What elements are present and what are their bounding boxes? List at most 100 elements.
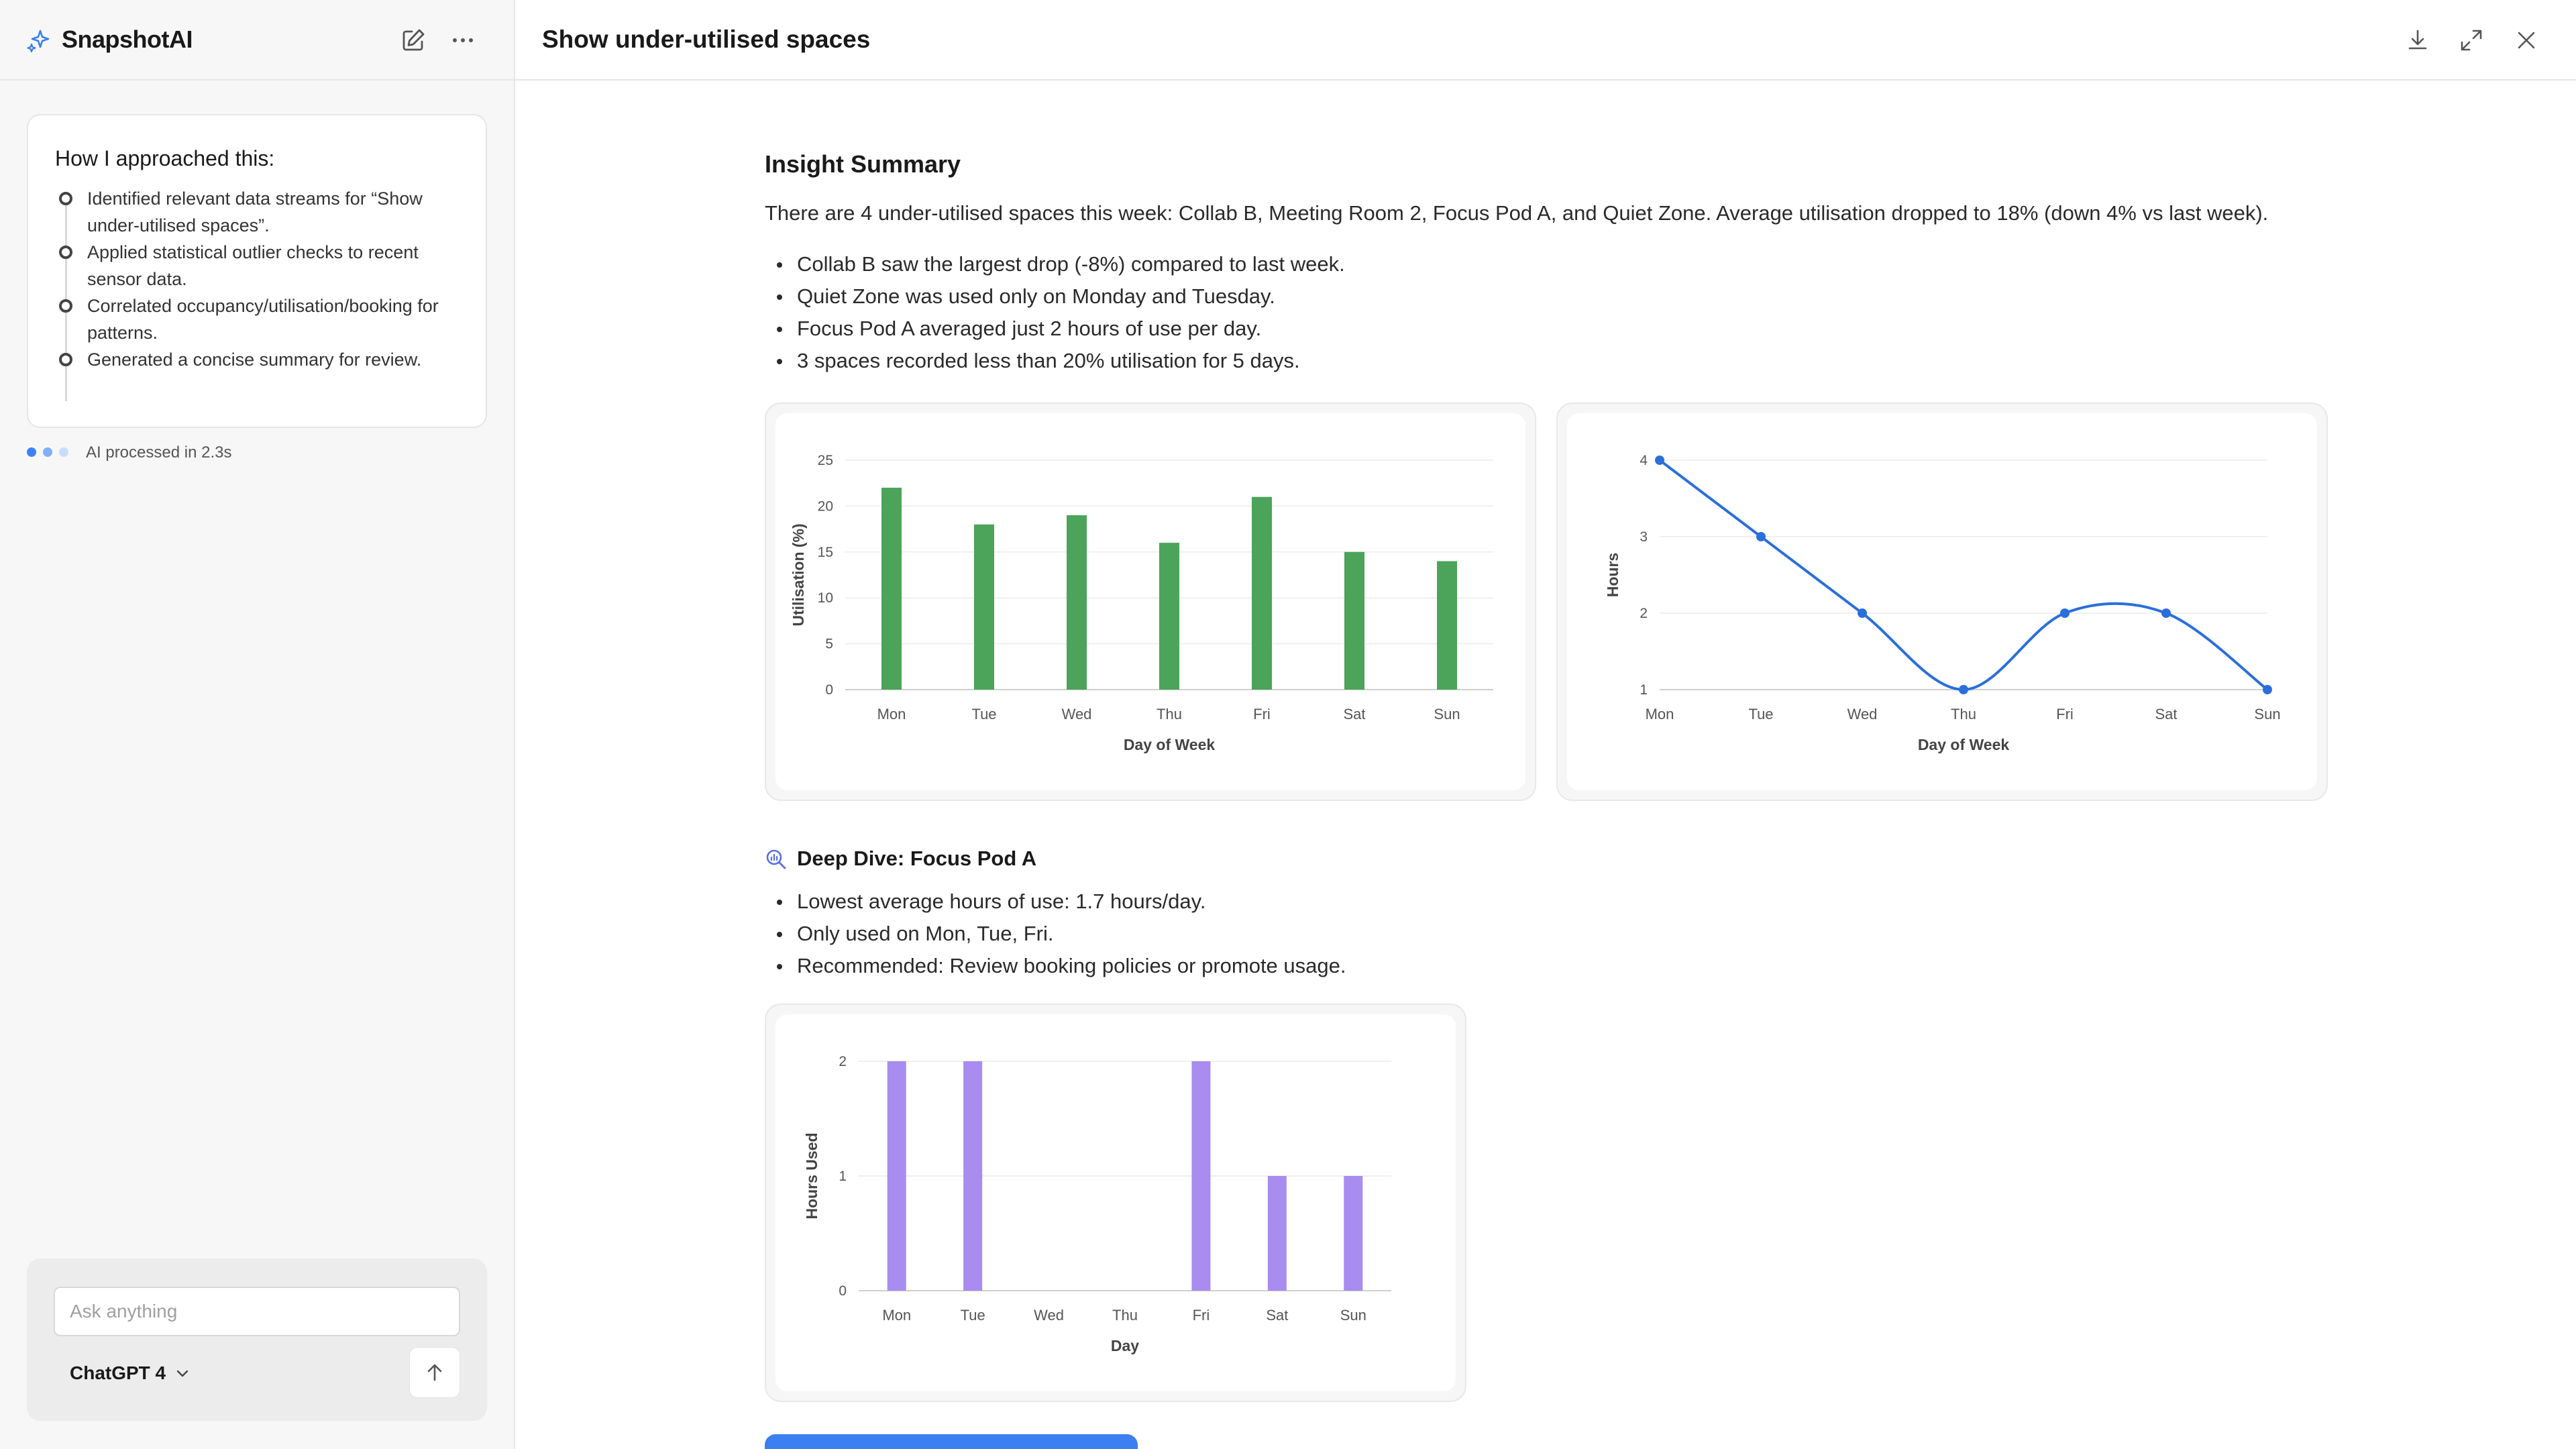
step-text: Applied statistical outlier checks to re… [87, 242, 419, 289]
data-point [2060, 608, 2070, 618]
y-tick-label: 0 [839, 1283, 847, 1299]
step-text: Correlated occupancy/utilisation/booking… [87, 296, 439, 343]
utilisation-bar-chart: 0 5 10 15 20 25 Mon Tue Wed Thu Fri Sat Sun Day of We… [790, 453, 1493, 753]
bar [1252, 496, 1272, 690]
utilisation-chart-card: 0 5 10 15 20 25 Mon Tue Wed Thu Fri Sat Sun Day of We… [765, 402, 1536, 801]
step-text: Generated a concise summary for review. [87, 350, 422, 370]
chart-area: 0 5 10 15 20 25 Mon Tue Wed Thu Fri Sat Sun Day of We… [775, 413, 1525, 790]
list-item: Lowest average hours of use: 1.7 hours/d… [765, 885, 1346, 918]
x-axis-label: Day of Week [1124, 736, 1216, 753]
bar [1191, 1061, 1211, 1291]
sidebar: SnapshotAI How I approached this: Identi… [0, 0, 515, 1449]
ai-status-text: AI processed in 2.3s [86, 443, 232, 462]
bar [1267, 1176, 1287, 1291]
y-tick-label: 2 [839, 1054, 847, 1069]
x-tick-label: Thu [1157, 706, 1182, 722]
y-tick-label: 10 [818, 590, 833, 606]
y-tick-label: 1 [839, 1169, 847, 1184]
x-tick-label: Sat [2155, 706, 2177, 722]
main-panel: Show under-utilised spaces Insight Summa… [515, 0, 2576, 1449]
x-tick-label: Sun [2254, 706, 2280, 722]
list-item: 3 spaces recorded less than 20% utilisat… [765, 345, 1345, 377]
list-item: Only used on Mon, Tue, Fri. [765, 918, 1346, 950]
x-axis-label: Day of Week [1918, 736, 2010, 753]
data-point [1756, 532, 1766, 541]
step-dot-icon [59, 353, 72, 366]
data-point [1655, 455, 1664, 465]
y-axis-label: Hours Used [803, 1132, 820, 1219]
x-tick-label: Mon [877, 706, 906, 722]
series-line [1658, 459, 2269, 692]
arrow-up-icon [427, 1364, 442, 1381]
model-select[interactable]: ChatGPT 4 [70, 1356, 191, 1390]
step-dot-icon [59, 246, 72, 259]
bar [1159, 543, 1179, 690]
model-label: ChatGPT 4 [70, 1362, 166, 1383]
action-button[interactable] [765, 1434, 1138, 1449]
status-dot-icon [59, 447, 68, 457]
send-button[interactable] [409, 1347, 460, 1398]
approach-title: How I approached this: [55, 146, 275, 170]
x-tick-label: Fri [2056, 706, 2074, 722]
x-tick-label: Sat [1266, 1307, 1288, 1324]
x-tick-label: Tue [971, 706, 996, 722]
chart-area: 0 1 2 Mon Tue Wed Thu Fri Sat Sun Day Hours Used [775, 1014, 1456, 1391]
magnify-chart-icon [766, 849, 786, 869]
insight-heading: Insight Summary [765, 150, 961, 178]
more-options-icon[interactable] [449, 27, 476, 54]
focus-pod-chart-card: 0 1 2 Mon Tue Wed Thu Fri Sat Sun Day Hours Used [765, 1004, 1466, 1402]
deep-dive-bullets: Lowest average hours of use: 1.7 hours/d… [765, 885, 1346, 982]
bar [1344, 1176, 1363, 1291]
y-axis-label: Hours [1604, 553, 1621, 597]
data-point [1959, 685, 1968, 694]
insight-summary: There are 4 under-utilised spaces this w… [765, 201, 2269, 225]
x-axis-label: Day [1111, 1337, 1139, 1354]
x-tick-label: Tue [1748, 706, 1773, 722]
list-item: Focus Pod A averaged just 2 hours of use… [765, 313, 1345, 345]
y-tick-label: 5 [825, 637, 833, 652]
chevron-down-icon [176, 1370, 189, 1377]
x-tick-label: Wed [1062, 706, 1092, 722]
chart-area: 1 2 3 4 Mon Tue Wed Thu Fri Sat Sun Day of Week Hour… [1567, 413, 2317, 790]
y-tick-label: 25 [818, 453, 833, 468]
bar [887, 1061, 906, 1291]
y-tick-label: 4 [1640, 453, 1648, 468]
page-title: Show under-utilised spaces [542, 25, 871, 53]
bar [963, 1061, 983, 1291]
approach-card: How I approached this: Identified releva… [27, 114, 487, 428]
bar [1437, 561, 1457, 690]
close-icon[interactable] [2512, 25, 2541, 55]
data-point [1858, 608, 1867, 618]
ask-input[interactable] [54, 1287, 460, 1336]
focus-pod-bar-chart: 0 1 2 Mon Tue Wed Thu Fri Sat Sun Day Hours Used [803, 1054, 1391, 1354]
x-tick-label: Thu [1112, 1307, 1138, 1324]
bar [974, 524, 994, 690]
status-dot-icon [43, 447, 52, 457]
bar [881, 488, 902, 690]
x-tick-label: Mon [882, 1307, 911, 1324]
hours-chart-card: 1 2 3 4 Mon Tue Wed Thu Fri Sat Sun Day of Week Hour… [1556, 402, 2328, 801]
y-tick-label: 15 [818, 545, 833, 560]
data-point [2161, 608, 2171, 618]
download-icon[interactable] [2403, 25, 2432, 55]
x-tick-label: Sun [1340, 1307, 1366, 1324]
x-tick-label: Wed [1847, 706, 1878, 722]
bar [1344, 551, 1364, 690]
y-tick-label: 3 [1640, 529, 1648, 545]
hours-line-chart: 1 2 3 4 Mon Tue Wed Thu Fri Sat Sun Day of Week Hour… [1604, 453, 2281, 753]
step-dot-icon [59, 192, 72, 205]
y-axis-label: Utilisation (%) [790, 523, 807, 626]
sidebar-header: SnapshotAI [0, 0, 514, 80]
x-tick-label: Sun [1434, 706, 1460, 722]
bar [1067, 515, 1087, 690]
x-tick-label: Thu [1951, 706, 1976, 722]
app-title: SnapshotAI [62, 25, 193, 53]
list-item: Recommended: Review booking policies or … [765, 950, 1346, 982]
x-tick-label: Tue [961, 1307, 985, 1324]
main-header: Show under-utilised spaces [515, 0, 2576, 80]
step-dot-icon [59, 299, 72, 313]
expand-icon[interactable] [2457, 25, 2486, 55]
new-chat-edit-icon[interactable] [400, 27, 427, 54]
sparkle-logo-icon [27, 30, 50, 53]
list-item: Collab B saw the largest drop (-8%) comp… [765, 248, 1345, 280]
